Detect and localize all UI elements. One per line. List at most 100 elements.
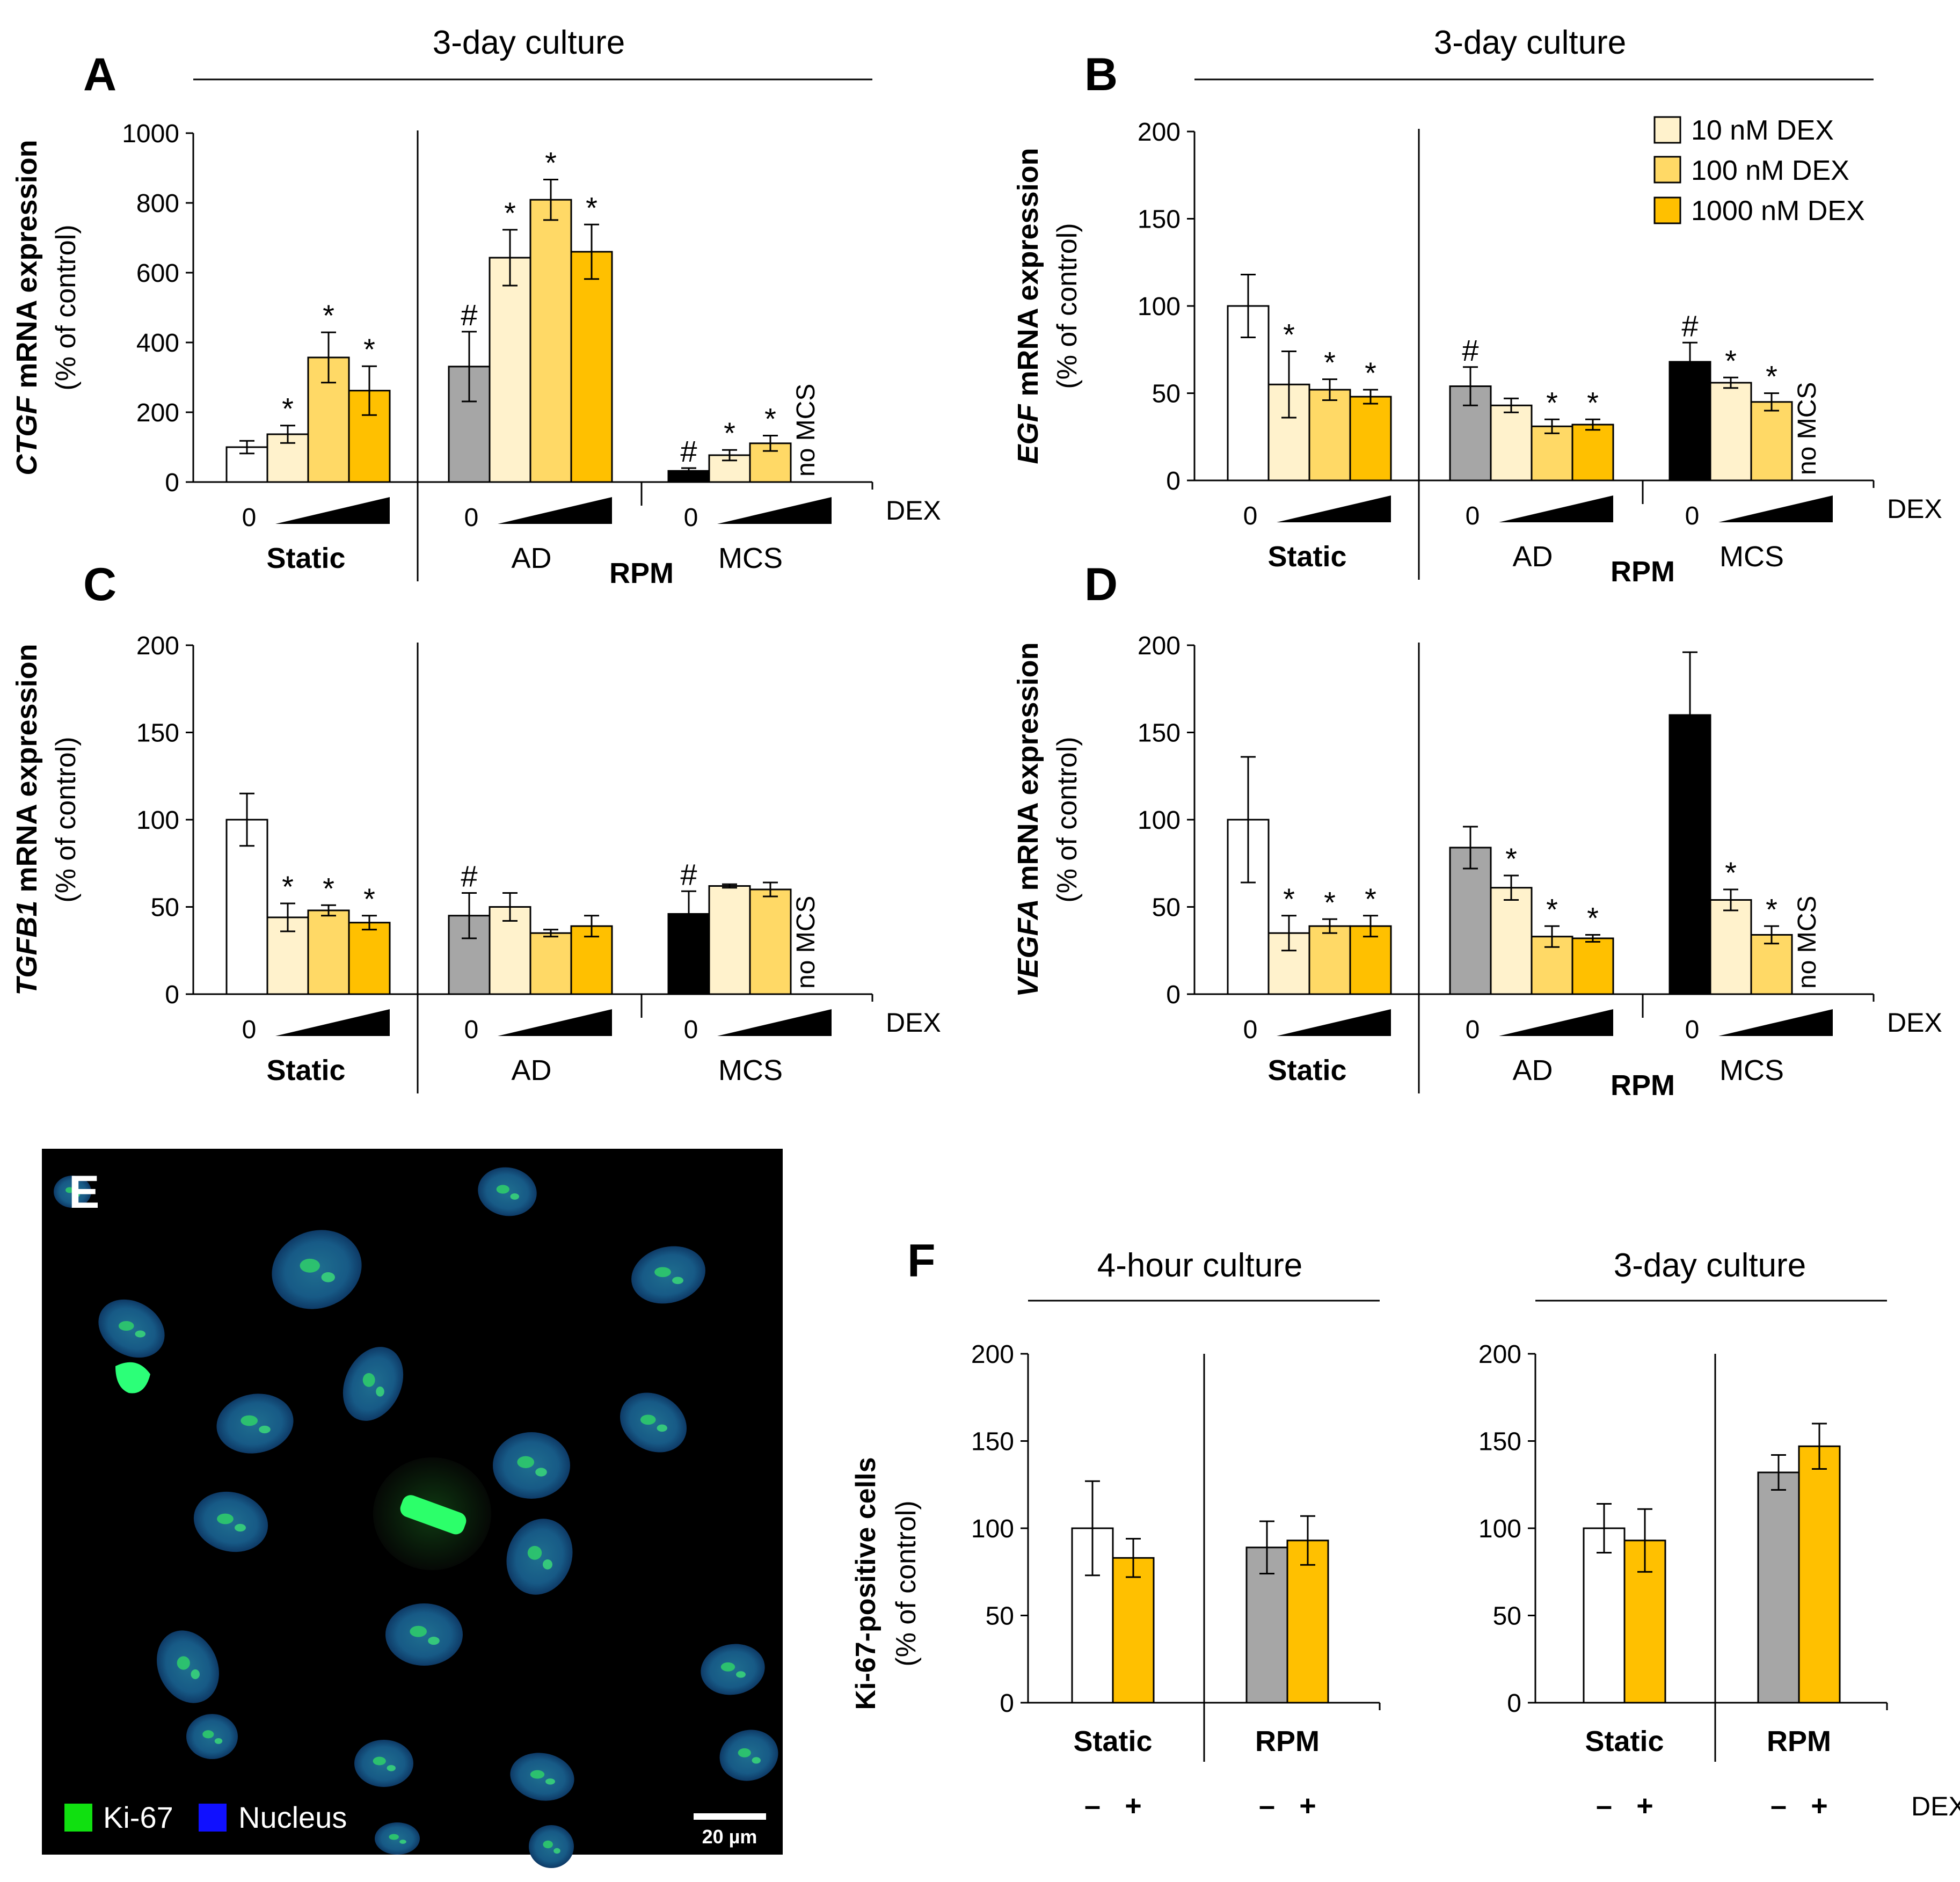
significance-mark: * bbox=[323, 871, 334, 905]
dex-sign-label: + bbox=[1299, 1790, 1316, 1822]
nucleus-label: Nucleus bbox=[238, 1800, 347, 1834]
dex-zero-label: 0 bbox=[464, 504, 479, 532]
x-axis-label-dex: DEX bbox=[1887, 494, 1942, 524]
significance-mark: * bbox=[1587, 901, 1599, 935]
y-axis-label: VEGFA mRNA expression bbox=[1012, 642, 1044, 997]
scale-bar bbox=[694, 1813, 766, 1820]
panel-b-header: 3-day culture bbox=[1434, 24, 1626, 61]
mitotic-chromosomes bbox=[400, 1495, 467, 1535]
ki67-focus bbox=[74, 1193, 80, 1197]
ki67-focus bbox=[545, 1778, 555, 1785]
ki67-focus bbox=[654, 1267, 671, 1278]
significance-mark: # bbox=[1681, 309, 1698, 342]
ki67-focus bbox=[517, 1456, 535, 1468]
ki67-focus bbox=[543, 1559, 552, 1570]
panel-letter-c: C bbox=[83, 559, 116, 610]
chart-tgfb1: 0 50 100 150 200 TGFB1 mRNA expression (% of c… bbox=[11, 632, 941, 1093]
ki67-focus bbox=[214, 1738, 223, 1744]
significance-mark: * bbox=[764, 402, 776, 436]
ki67-focus bbox=[118, 1321, 134, 1331]
ki67-label: Ki-67 bbox=[103, 1800, 173, 1834]
ki67-focus bbox=[752, 1757, 761, 1764]
ki67-focus bbox=[399, 1840, 406, 1844]
significance-mark: * bbox=[1505, 842, 1517, 876]
significance-mark: * bbox=[1324, 346, 1336, 380]
ki67-focus bbox=[373, 1756, 386, 1766]
y-tick-label: 150 bbox=[1138, 719, 1181, 748]
ki67-focus bbox=[428, 1637, 440, 1645]
legend-swatch-10nm bbox=[1653, 116, 1681, 144]
bar bbox=[1449, 847, 1492, 995]
missing-label: no MCS bbox=[792, 384, 820, 477]
legend-swatch-1000nm bbox=[1653, 196, 1681, 224]
bar bbox=[1490, 887, 1533, 995]
y-tick-label: 150 bbox=[971, 1428, 1014, 1456]
chart-egf: 0 50 100 150 200 EGF mRNA expression (% of con… bbox=[1012, 118, 1942, 588]
bar bbox=[307, 909, 350, 995]
y-tick-label: 0 bbox=[1507, 1689, 1521, 1718]
ki67-focus bbox=[65, 1187, 74, 1193]
dex-gradient-triangle bbox=[717, 1009, 832, 1036]
significance-mark: * bbox=[1324, 885, 1336, 919]
y-tick-label: 150 bbox=[1478, 1428, 1521, 1456]
y-tick-label: 200 bbox=[1138, 118, 1181, 147]
group-label: AD bbox=[1512, 1054, 1553, 1086]
significance-mark: * bbox=[282, 870, 294, 903]
dex-zero-label: 0 bbox=[1466, 502, 1480, 530]
group-label: AD bbox=[511, 1054, 551, 1086]
y-tick-label: 50 bbox=[151, 894, 179, 922]
panel-a-header: 3-day culture bbox=[433, 24, 625, 61]
bar bbox=[489, 257, 531, 483]
ki67-focus bbox=[389, 1834, 399, 1840]
panel-letter-b: B bbox=[1084, 49, 1118, 100]
ki67-focus bbox=[543, 1840, 553, 1849]
y-axis-label-rest: mRNA expression bbox=[1012, 148, 1044, 404]
bar bbox=[529, 932, 572, 995]
y-tick-label: 50 bbox=[1152, 380, 1181, 409]
dex-sign-label: – bbox=[1770, 1790, 1787, 1822]
bar bbox=[1112, 1557, 1155, 1704]
group-label: RPM bbox=[1255, 1725, 1320, 1757]
group-label: AD bbox=[511, 542, 551, 574]
nucleus-swatch bbox=[199, 1804, 227, 1832]
panel-letter-a: A bbox=[83, 49, 116, 100]
y-axis-label-rest: mRNA expression bbox=[11, 140, 43, 396]
significance-mark: # bbox=[461, 859, 477, 893]
significance-mark: * bbox=[363, 882, 375, 916]
dex-gradient-triangle bbox=[1499, 1009, 1613, 1036]
significance-mark: * bbox=[1283, 882, 1295, 916]
dex-sign-label: + bbox=[1636, 1790, 1653, 1822]
chart-vegfa: 0 50 100 150 200 VEGFA mRNA expression (% of c… bbox=[1012, 632, 1942, 1102]
legend-label-100nm: 100 nM DEX bbox=[1691, 155, 1849, 186]
dex-sign-label: + bbox=[1811, 1790, 1828, 1822]
ki67-focus bbox=[259, 1425, 271, 1434]
ki67-focus bbox=[235, 1523, 246, 1532]
bar bbox=[348, 922, 391, 995]
y-axis-label-rest: mRNA expression bbox=[11, 644, 43, 900]
ki67-focus bbox=[736, 1671, 746, 1678]
group-label: Static bbox=[1585, 1725, 1664, 1757]
bar bbox=[1750, 934, 1793, 995]
significance-mark: * bbox=[1365, 356, 1376, 390]
dex-legend: 10 nM DEX 100 nM DEX 1000 nM DEX bbox=[1653, 115, 1865, 227]
bar bbox=[1709, 899, 1752, 995]
dex-zero-label: 0 bbox=[1685, 502, 1700, 530]
significance-mark: * bbox=[1546, 892, 1558, 926]
gene-name: VEGFA bbox=[1012, 899, 1044, 997]
ki67-focus bbox=[527, 1545, 542, 1560]
dex-zero-label: 0 bbox=[1466, 1016, 1480, 1044]
ki67-focus bbox=[300, 1258, 320, 1273]
bar bbox=[1571, 424, 1614, 482]
bar bbox=[1349, 925, 1392, 995]
dex-sign-label: – bbox=[1596, 1790, 1612, 1822]
panel-f-ylabel: Ki-67-positive cells bbox=[850, 1457, 881, 1710]
y-tick-label: 0 bbox=[1166, 467, 1181, 495]
gene-name: EGF bbox=[1012, 404, 1044, 464]
ki67-focus bbox=[535, 1468, 547, 1477]
y-tick-label: 50 bbox=[1493, 1602, 1521, 1631]
ki67-focus bbox=[640, 1414, 656, 1425]
ki67-focus bbox=[191, 1669, 200, 1680]
missing-label: no MCS bbox=[792, 896, 820, 989]
significance-mark: * bbox=[1725, 856, 1737, 889]
